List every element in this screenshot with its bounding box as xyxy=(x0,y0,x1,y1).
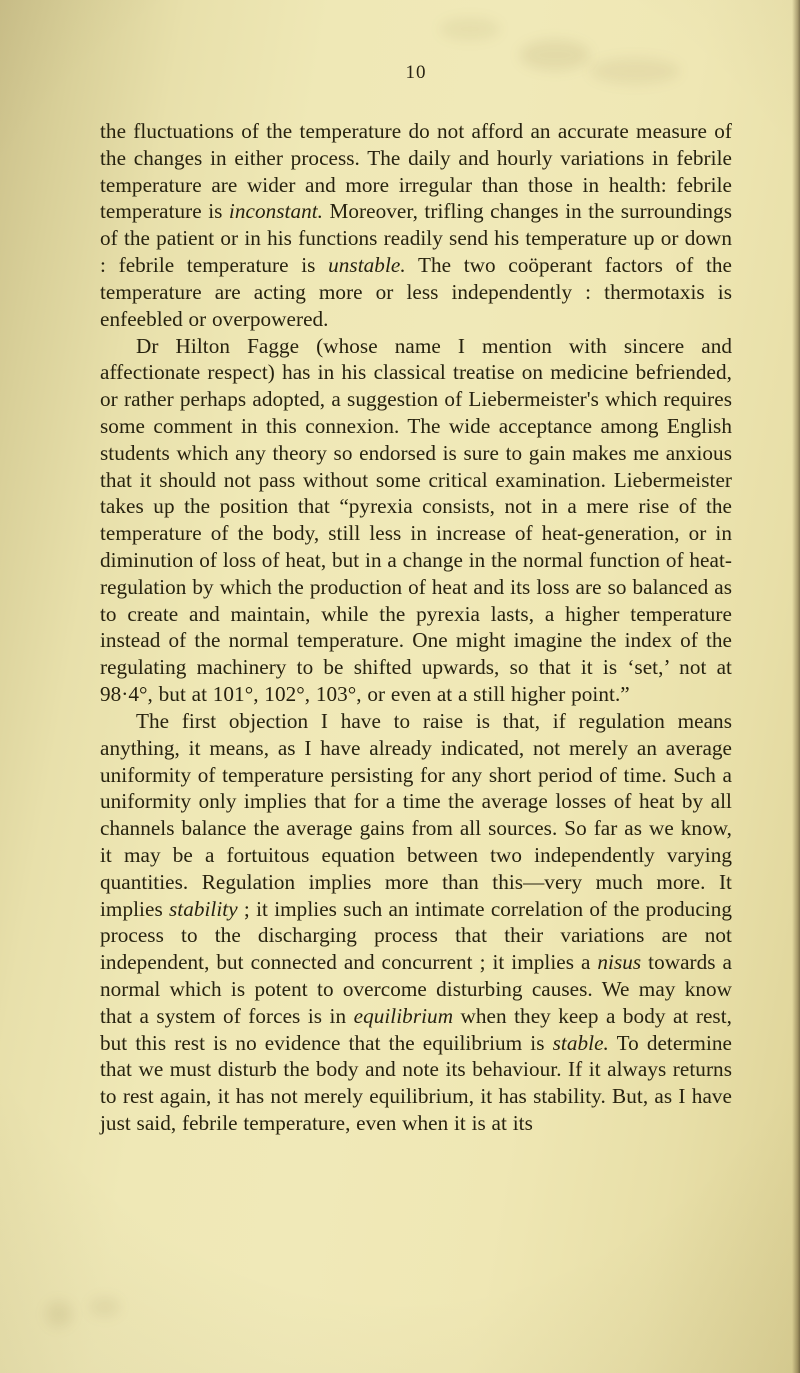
italic-text: stable. xyxy=(553,1031,609,1055)
paragraph-1: the fluctuations of the temperature do n… xyxy=(100,118,732,333)
italic-text: inconstant. xyxy=(229,199,323,223)
italic-text: unstable. xyxy=(328,253,406,277)
italic-text: nisus xyxy=(597,950,641,974)
stain xyxy=(440,18,500,40)
paragraph-2: Dr Hilton Fagge (whose name I mention wi… xyxy=(100,333,732,708)
page: 10 the fluctuations of the temperature d… xyxy=(0,0,800,1373)
text: The first objection I have to raise is t… xyxy=(100,709,732,921)
italic-text: equilibrium xyxy=(354,1004,453,1028)
stain xyxy=(90,1297,120,1317)
stain xyxy=(46,1301,72,1327)
italic-text: stability xyxy=(169,897,238,921)
page-number: 10 xyxy=(100,62,732,84)
text: Dr Hilton Fagge (whose name I mention wi… xyxy=(100,334,732,707)
paragraph-3: The first objection I have to raise is t… xyxy=(100,708,732,1137)
